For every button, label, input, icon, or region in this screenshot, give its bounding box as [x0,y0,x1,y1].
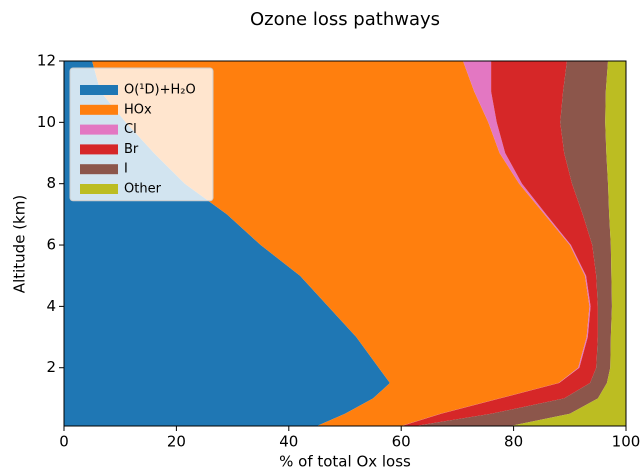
x-tick-label: 60 [392,433,411,451]
x-tick-label: 0 [59,433,69,451]
y-tick-label: 6 [46,236,56,254]
plot-frame [63,60,627,427]
legend-label: Br [124,142,139,157]
legend: O(¹D)+H₂O HOx Cl Br I Other [69,67,214,202]
legend-label: Cl [124,122,137,137]
y-tick-label: 8 [46,174,56,192]
area [415,61,612,426]
legend-swatch [80,144,118,155]
legend-label: HOx [124,102,152,117]
x-tick-label: 40 [279,433,298,451]
y-tick-label: 2 [46,358,56,376]
y-tick-label: 12 [37,52,56,70]
chart-title: Ozone loss pathways [250,9,440,30]
area [510,61,626,426]
x-tick-label: 100 [612,433,641,451]
legend-swatch [80,104,118,115]
y-tick-label: 10 [37,113,56,131]
area [401,61,598,426]
legend-swatch [80,85,118,95]
y-axis-label: Altitude (km) [11,195,29,293]
x-tick-label: 80 [504,433,523,451]
y-tick-label: 4 [46,297,56,315]
legend-label: O(¹D)+H₂O [124,83,196,98]
x-axis-label: % of total Ox loss [279,453,411,470]
legend-swatch [80,164,118,175]
legend-swatch [80,184,118,194]
legend-swatch [80,124,118,135]
legend-label: Other [124,182,162,197]
x-tick-label: 20 [167,433,186,451]
legend-label: I [124,162,128,177]
area [92,61,590,426]
area [401,61,591,426]
